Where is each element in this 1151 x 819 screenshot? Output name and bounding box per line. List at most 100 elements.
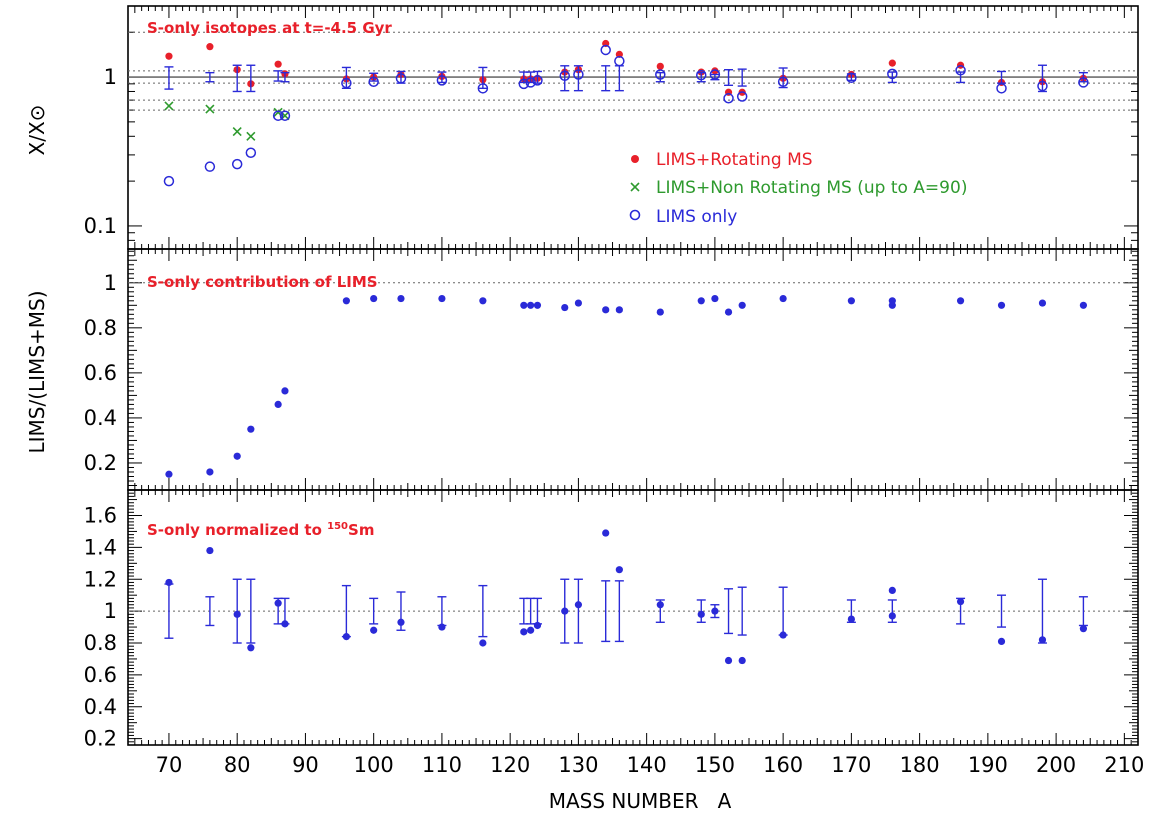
- errorbar-normerr: [737, 586, 747, 636]
- errorbar-err: [478, 66, 488, 90]
- point-frac: [206, 468, 214, 476]
- errorbar-err: [887, 71, 897, 84]
- legend-label-rot: LIMS+Rotating MS: [656, 150, 813, 170]
- errorbar-err: [846, 73, 856, 82]
- point-rot: [165, 52, 173, 60]
- point-nonrot-stroke: [205, 104, 215, 114]
- errorbar-err: [601, 65, 611, 92]
- errorbar-err: [710, 73, 720, 81]
- point-frac: [1079, 301, 1088, 309]
- point-frac: [997, 301, 1006, 309]
- errorbar-normerr: [478, 584, 488, 638]
- errorbar-err: [205, 71, 215, 83]
- errorbar-err: [724, 69, 734, 87]
- panel-middle-ytick-label: 1: [104, 271, 117, 295]
- point-frac: [520, 301, 528, 309]
- point-frac: [397, 294, 405, 303]
- errorbar-normerr: [437, 596, 447, 627]
- x-tick-label: 160: [763, 753, 803, 777]
- panel-bottom-ytick-label: 0.2: [84, 727, 117, 751]
- x-tick-label: 110: [422, 753, 462, 777]
- errorbar-normerr: [232, 578, 242, 644]
- point-frac: [711, 294, 719, 303]
- point-frac: [656, 308, 664, 316]
- point-lims: [600, 44, 611, 56]
- errorbar-normerr: [887, 599, 897, 623]
- panel-bottom-title-superscript: 150: [327, 521, 348, 532]
- errorbar-normerr: [956, 597, 966, 625]
- errorbar-err: [573, 65, 583, 92]
- legend-marker-nonrot: [630, 182, 640, 192]
- point-norm: [1079, 625, 1088, 633]
- x-tick-label: 140: [627, 753, 667, 777]
- errorbar-normerr: [1037, 578, 1047, 644]
- errorbar-err: [655, 71, 665, 83]
- point-frac: [281, 387, 289, 395]
- errorbar-normerr: [724, 588, 734, 635]
- point-norm: [206, 546, 214, 555]
- point-nonrot: [205, 104, 215, 114]
- point-rot: [656, 62, 664, 70]
- errorbar-err: [280, 71, 290, 83]
- x-tick-label: 190: [968, 753, 1008, 777]
- errorbar-normerr: [280, 597, 290, 625]
- point-frac: [274, 400, 282, 409]
- x-tick-label: 200: [1036, 753, 1076, 777]
- panel-top-ytick-label: 0.1: [84, 214, 117, 238]
- errorbar-normerr: [164, 583, 174, 639]
- panel-bottom: 0.2 0.4 0.6 0.8 1 1.2 1.4 1.6 70 80 90 100 110 120 130…: [84, 489, 1144, 777]
- point-norm: [370, 626, 378, 634]
- errorbar-normerr: [846, 599, 856, 623]
- point-frac: [956, 297, 965, 305]
- point-lims: [279, 110, 291, 121]
- point-nonrot-stroke: [164, 101, 174, 111]
- errorbar-err: [696, 71, 706, 83]
- panel-bottom-ytick-label: 1.6: [84, 504, 117, 528]
- x-tick-label: 80: [224, 753, 251, 777]
- point-norm: [520, 628, 528, 636]
- panel-middle-ytick-label: 0.8: [84, 316, 117, 340]
- point-frac: [527, 301, 535, 309]
- point-frac: [697, 297, 705, 305]
- point-lims: [723, 93, 734, 104]
- x-tick-label: 90: [292, 753, 319, 777]
- point-nonrot-stroke: [273, 107, 283, 117]
- point-rot: [274, 60, 282, 68]
- point-lims: [163, 175, 175, 187]
- point-frac: [342, 297, 350, 305]
- point-frac: [724, 308, 733, 316]
- errorbar-normerr: [778, 586, 788, 636]
- errorbar-normerr: [710, 604, 720, 619]
- x-tick-label: 70: [156, 753, 183, 777]
- errorbar-err: [956, 71, 966, 84]
- errorbar-err: [1037, 64, 1047, 93]
- point-frac: [370, 294, 378, 303]
- panel-middle-ytick-label: 0.6: [84, 361, 117, 385]
- panel-middle-title: S-only contribution of LIMS: [147, 273, 378, 291]
- x-tick-label: 120: [490, 753, 530, 777]
- point-norm: [527, 626, 535, 634]
- point-lims: [231, 158, 243, 170]
- point-frac: [247, 425, 255, 433]
- point-frac: [574, 299, 583, 307]
- panel-middle-ytick-label: 0.4: [84, 406, 117, 430]
- panel-middle-ytick-label: 0.2: [84, 451, 117, 475]
- errorbar-err: [164, 66, 174, 90]
- errorbar-err: [737, 68, 747, 87]
- point-nonrot-stroke: [232, 127, 242, 137]
- point-frac: [233, 452, 241, 460]
- x-tick-label: 100: [354, 753, 394, 777]
- panel-bottom-ytick-label: 1: [104, 599, 117, 623]
- point-frac: [779, 294, 787, 303]
- panel-bottom-title: S-only normalized to 150Sm: [147, 521, 374, 539]
- point-lims: [204, 161, 216, 172]
- point-norm: [247, 644, 255, 652]
- panel-top-title: S-only isotopes at t=-4.5 Gyr: [147, 19, 392, 37]
- point-rot: [888, 59, 896, 67]
- point-nonrot: [232, 127, 242, 137]
- errorbar-err: [560, 65, 570, 92]
- errorbar-normerr: [696, 599, 706, 623]
- errorbar-err: [341, 66, 351, 90]
- panel-bottom-title-suffix: Sm: [348, 521, 374, 539]
